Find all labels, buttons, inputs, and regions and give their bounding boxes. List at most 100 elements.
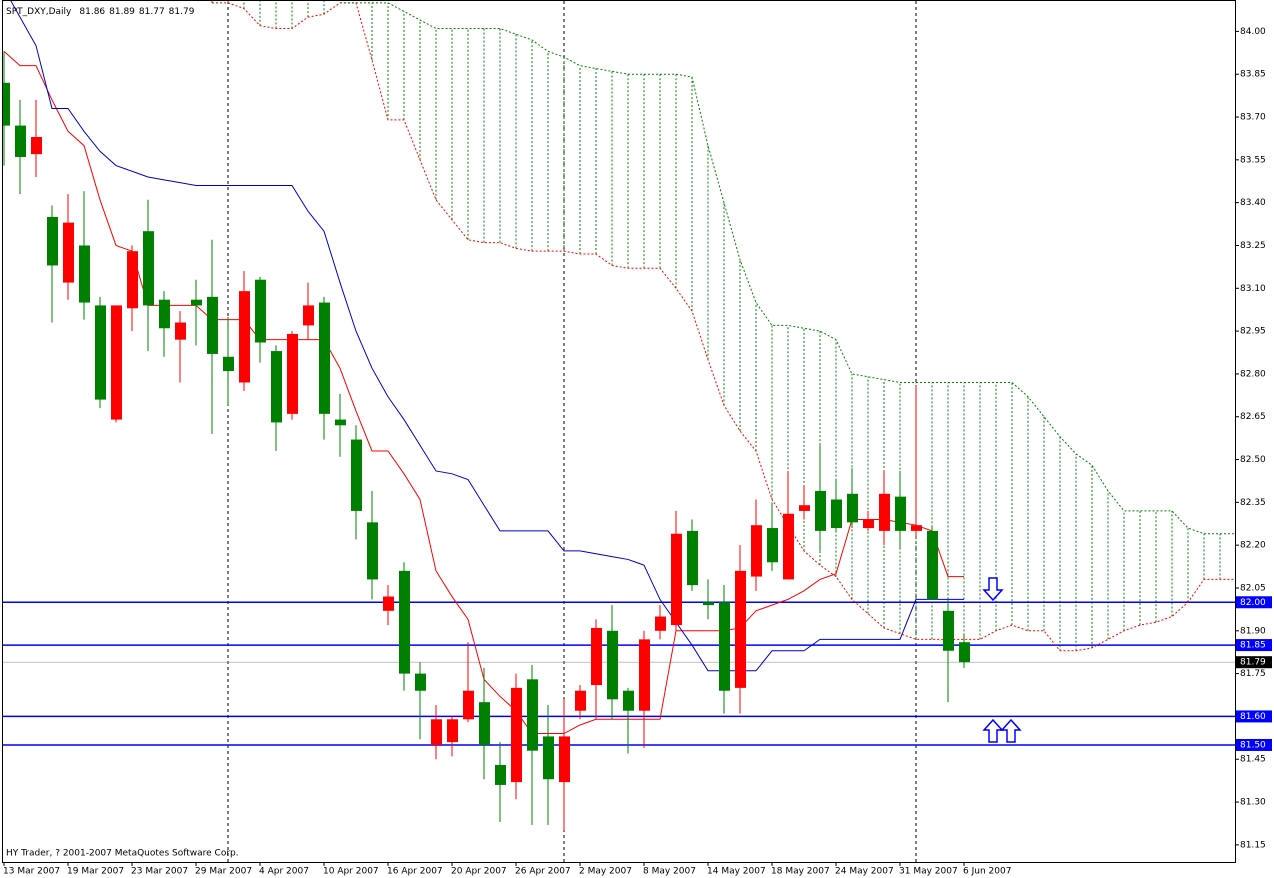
price-tag: 81.79 — [1236, 656, 1272, 669]
candle-body — [735, 570, 746, 688]
candle-body — [911, 525, 922, 531]
candle-body — [159, 299, 170, 329]
indicator-line — [340, 2, 1235, 535]
candle-body — [767, 528, 778, 563]
x-tick-label: 18 May 2007 — [771, 867, 830, 877]
y-tick-label: 83.70 — [1240, 113, 1266, 123]
candle-body — [175, 322, 186, 340]
candle-body — [63, 222, 74, 283]
candle-body — [303, 305, 314, 326]
up-arrow — [982, 718, 1004, 743]
level-tag: 81.50 — [1236, 738, 1272, 751]
y-tick-label: 83.55 — [1240, 155, 1266, 165]
y-tick-label: 81.75 — [1240, 669, 1266, 679]
up-arrow — [1000, 718, 1022, 743]
candle-body — [431, 719, 442, 745]
candle-body — [335, 419, 346, 426]
candle-body — [287, 333, 298, 414]
y-tick-label: 82.95 — [1240, 327, 1266, 337]
candle-body — [319, 302, 330, 414]
candle-body — [271, 351, 282, 423]
level-tag-box — [1236, 738, 1272, 751]
y-tick-label: 83.40 — [1240, 198, 1266, 208]
candle-body — [511, 687, 522, 783]
y-tick-label: 81.45 — [1240, 755, 1266, 765]
candle-body — [3, 82, 10, 126]
y-tick-label: 83.85 — [1240, 70, 1266, 80]
y-tick-label: 81.30 — [1240, 798, 1266, 808]
candle-body — [79, 245, 90, 303]
candle-body — [367, 522, 378, 580]
level-tag-box — [1236, 710, 1272, 723]
candle-body — [543, 736, 554, 780]
x-tick-label: 26 Apr 2007 — [515, 867, 571, 877]
x-tick-label: 13 Mar 2007 — [3, 867, 60, 877]
level-tag-box — [1236, 596, 1272, 609]
copyright: HY Trader, ? 2001-2007 MetaQuotes Softwa… — [6, 849, 239, 859]
candle-body — [831, 499, 842, 529]
candle-body — [847, 493, 858, 523]
level-tag: 81.60 — [1236, 710, 1272, 723]
candle-body — [415, 673, 426, 691]
price-label: 81.79 — [1240, 658, 1266, 668]
last-low: 81.77 — [139, 7, 165, 17]
candle-body — [863, 519, 874, 529]
candle-body — [591, 627, 602, 686]
candle-body — [255, 279, 266, 343]
indicator-line — [10, 1, 964, 672]
signal-arrows — [982, 577, 1022, 743]
candle-body — [95, 305, 106, 400]
level-label: 82.00 — [1240, 598, 1266, 608]
candle-body — [223, 356, 234, 372]
chart-title: SPT_DXY,Daily — [6, 7, 72, 17]
plot-frame — [2, 0, 1236, 863]
candle-body — [607, 630, 618, 700]
last-high: 81.89 — [109, 7, 135, 17]
candle-body — [959, 642, 970, 663]
candle-body — [703, 602, 714, 606]
level-tag: 82.00 — [1236, 596, 1272, 609]
y-tick-label: 82.65 — [1240, 412, 1266, 422]
candle-body — [751, 525, 762, 577]
x-tick-label: 16 Apr 2007 — [387, 867, 443, 877]
candle-body — [383, 596, 394, 611]
candle-body — [783, 513, 794, 580]
x-tick-label: 31 May 2007 — [899, 867, 958, 877]
candle-body — [687, 530, 698, 586]
candle-body — [895, 496, 906, 531]
y-tick-label: 82.20 — [1240, 541, 1266, 551]
candle-body — [239, 291, 250, 383]
candle-body — [671, 533, 682, 626]
x-tick-label: 10 Apr 2007 — [323, 867, 379, 877]
candle-body — [479, 702, 490, 745]
candle-body — [559, 736, 570, 783]
candle-body — [879, 493, 890, 531]
x-tick-label: 29 Mar 2007 — [195, 867, 252, 877]
y-tick-label: 82.35 — [1240, 498, 1266, 508]
x-tick-label: 19 Mar 2007 — [67, 867, 124, 877]
level-tag-box — [1236, 639, 1272, 652]
candle-body — [447, 719, 458, 743]
y-tick-label: 82.80 — [1240, 369, 1266, 379]
candle-body — [527, 679, 538, 751]
candle-body — [31, 137, 42, 155]
x-tick-label: 4 Apr 2007 — [259, 867, 309, 877]
candle-body — [655, 616, 666, 631]
candle-body — [351, 439, 362, 511]
y-tick-label: 81.90 — [1240, 626, 1266, 636]
last-close: 81.79 — [169, 7, 195, 17]
x-tick-label: 20 Apr 2007 — [451, 867, 507, 877]
y-tick-label: 84.00 — [1240, 27, 1266, 37]
x-tick-label: 8 May 2007 — [643, 867, 696, 877]
candle-body — [143, 231, 154, 306]
y-tick-label: 82.50 — [1240, 455, 1266, 465]
candle-body — [943, 610, 954, 651]
y-tick-label: 82.05 — [1240, 583, 1266, 593]
x-tick-label: 23 Mar 2007 — [131, 867, 188, 877]
level-label: 81.85 — [1240, 641, 1266, 651]
level-label: 81.50 — [1240, 740, 1266, 750]
level-label: 81.60 — [1240, 712, 1266, 722]
candle-body — [191, 299, 202, 306]
candle-body — [927, 530, 938, 600]
